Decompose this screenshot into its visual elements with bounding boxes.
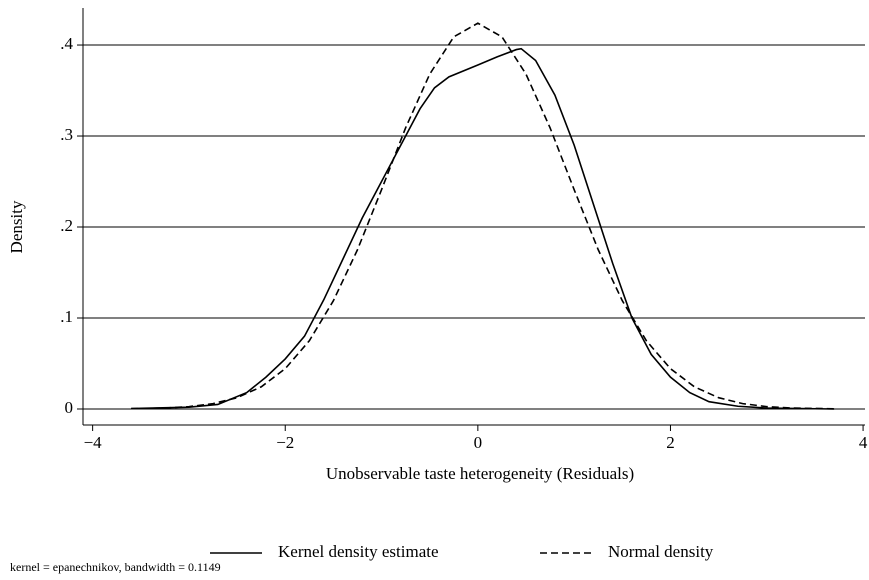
y-axis-label: Density <box>7 200 26 253</box>
y-tick-label: .4 <box>60 34 73 53</box>
x-axis-label: Unobservable taste heterogeneity (Residu… <box>326 464 634 483</box>
y-tick-label: .2 <box>60 216 73 235</box>
x-tick-label: −2 <box>276 433 294 452</box>
y-tick-label: .1 <box>60 307 73 326</box>
series-line <box>131 22 835 410</box>
y-tick-label: .3 <box>60 125 73 144</box>
legend-label: Normal density <box>608 542 714 561</box>
legend-label: Kernel density estimate <box>278 542 439 561</box>
y-tick-label: 0 <box>65 398 74 417</box>
x-tick-label: 4 <box>859 433 868 452</box>
x-tick-label: 0 <box>474 433 483 452</box>
note: kernel = epanechnikov, bandwidth = 0.114… <box>10 560 221 574</box>
x-tick-label: 2 <box>666 433 675 452</box>
series-line <box>131 47 835 410</box>
x-tick-label: −4 <box>84 433 103 452</box>
